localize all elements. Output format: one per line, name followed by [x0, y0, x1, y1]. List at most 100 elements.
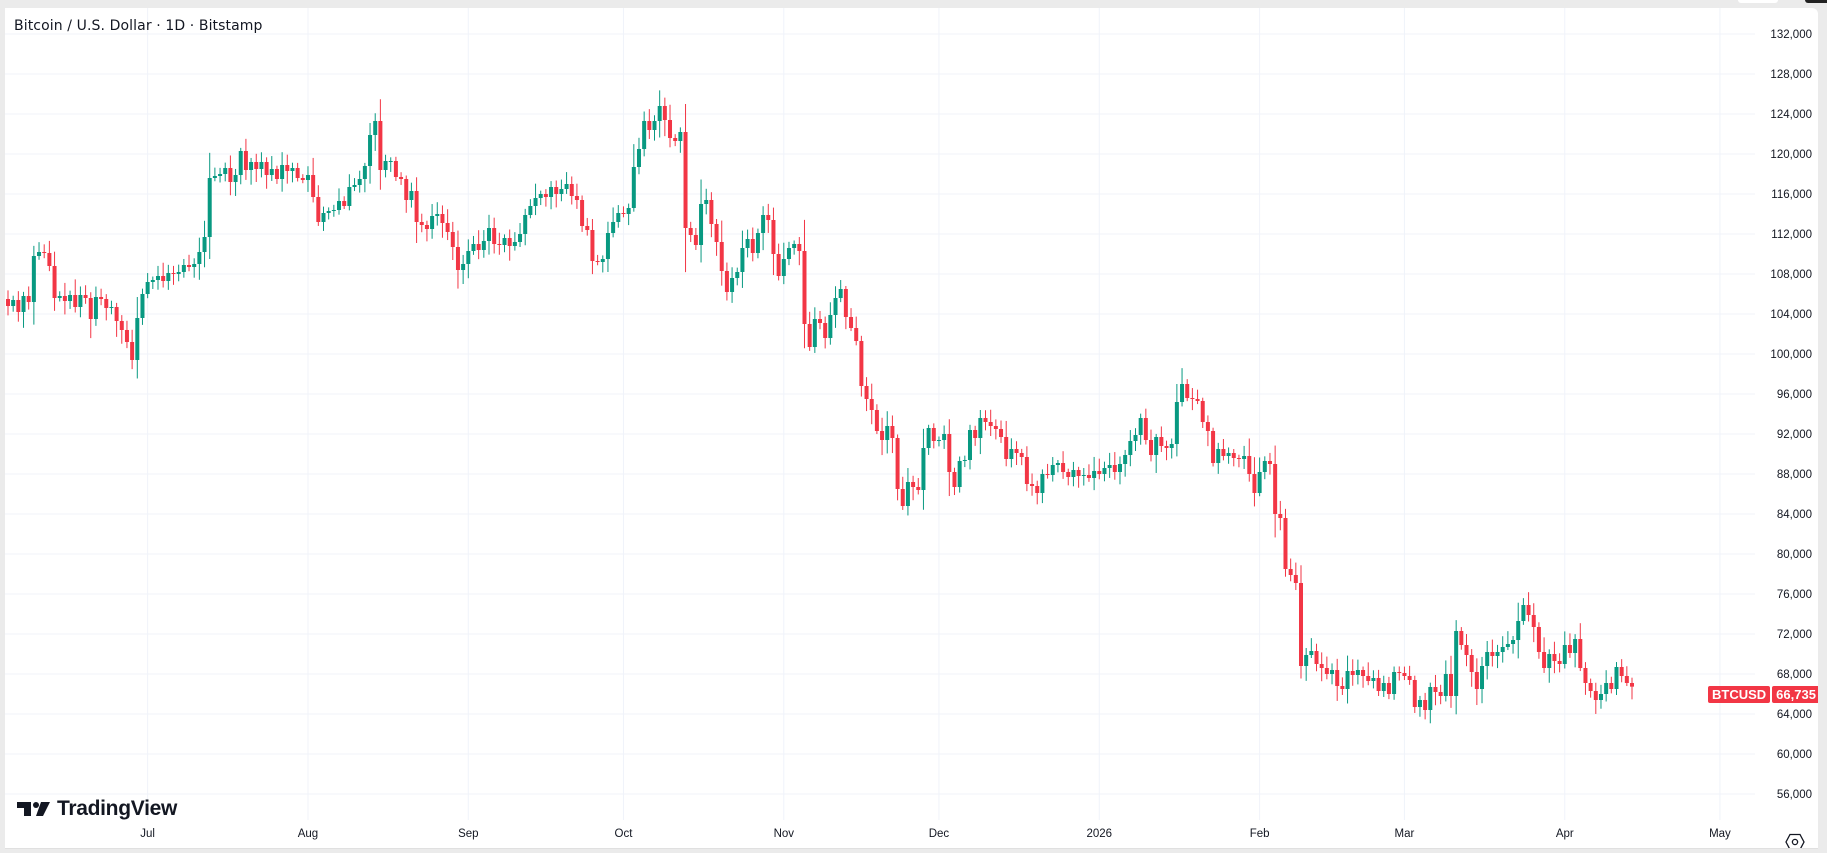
candle [140, 288, 145, 325]
candle [388, 157, 393, 172]
y-axis-label: 68,000 [1777, 669, 1812, 681]
candle [52, 251, 57, 311]
candle [414, 177, 419, 243]
candle [37, 242, 42, 260]
x-axis-label: Oct [615, 828, 634, 840]
candle [1154, 433, 1159, 473]
candle [947, 419, 952, 497]
candle [740, 230, 745, 288]
candle [1273, 445, 1278, 538]
candle [1547, 649, 1552, 683]
candle [1521, 598, 1526, 625]
candle [1552, 641, 1557, 674]
candle [57, 291, 62, 302]
candle [1630, 677, 1635, 700]
candle [1205, 415, 1210, 447]
candle [916, 478, 921, 495]
candle [1474, 658, 1479, 706]
candle [181, 258, 186, 278]
toolbar-button-dark[interactable] [1805, 0, 1827, 3]
candle [1304, 647, 1309, 681]
candle [652, 115, 657, 141]
candle [874, 404, 879, 435]
candle [1278, 500, 1283, 531]
candle [419, 213, 424, 233]
candle [1190, 388, 1195, 411]
candle [854, 316, 859, 346]
candle [481, 230, 486, 258]
candle [207, 152, 212, 259]
candle [1407, 665, 1412, 685]
candle [285, 154, 290, 184]
candle [155, 265, 160, 290]
candle [1469, 649, 1474, 687]
candle [233, 168, 238, 196]
x-axis-label: Aug [298, 828, 318, 840]
candle [755, 228, 760, 259]
candle [1588, 678, 1593, 698]
y-axis-label: 64,000 [1777, 709, 1812, 721]
candle [869, 383, 874, 425]
candle [1257, 457, 1262, 497]
candle [807, 311, 812, 351]
candle [657, 90, 662, 138]
candle [1376, 669, 1381, 697]
candle [1443, 660, 1448, 702]
candle [305, 166, 310, 192]
candle [776, 243, 781, 281]
settings-icon[interactable] [1785, 833, 1805, 849]
candle [104, 294, 109, 321]
candle [1355, 659, 1360, 685]
toolbar-button[interactable] [1738, 0, 1778, 3]
x-axis-label: Jul [140, 828, 155, 840]
candle [1086, 464, 1091, 482]
candle [114, 302, 119, 337]
candle [673, 134, 678, 147]
tradingview-logo[interactable]: TradingView [17, 797, 177, 821]
candlestick-chart[interactable]: 132,000 128,000 124,000 120,000 116,000 112,0… [5, 8, 1818, 849]
candle [605, 221, 610, 273]
candle [1035, 480, 1040, 505]
candle [812, 307, 817, 353]
candle [445, 209, 450, 241]
candle [1138, 413, 1143, 445]
candle [1009, 438, 1014, 468]
candle [1562, 631, 1567, 669]
candle [926, 424, 931, 455]
x-axis-label: Mar [1395, 828, 1415, 840]
candle [1143, 408, 1148, 445]
candle [838, 280, 843, 303]
candle [461, 254, 466, 284]
candle [1050, 457, 1055, 482]
candle [161, 262, 166, 288]
candle [1624, 666, 1629, 687]
candle [424, 220, 429, 242]
candle [523, 208, 528, 246]
candle [321, 206, 326, 231]
candle [1366, 662, 1371, 686]
candle [1448, 655, 1453, 708]
candle [1412, 675, 1417, 713]
candle [150, 276, 155, 289]
candle [1392, 666, 1397, 700]
candle [631, 144, 636, 212]
candle [1061, 451, 1066, 479]
candle [486, 214, 491, 255]
candle [326, 207, 331, 220]
candle [1614, 662, 1619, 695]
candle [843, 285, 848, 330]
right-border [1818, 8, 1827, 853]
candle [1107, 452, 1112, 478]
candle [1221, 439, 1226, 461]
y-axis-label: 84,000 [1777, 509, 1812, 521]
candle [1299, 565, 1303, 679]
candle [957, 456, 962, 493]
candle [1609, 676, 1614, 694]
candle [1195, 389, 1200, 405]
candle [73, 279, 78, 313]
candle [1185, 379, 1190, 402]
candle [440, 205, 445, 238]
candle [1030, 473, 1035, 496]
last-price-value: 66,735 [1772, 686, 1818, 703]
candle [1557, 653, 1562, 673]
